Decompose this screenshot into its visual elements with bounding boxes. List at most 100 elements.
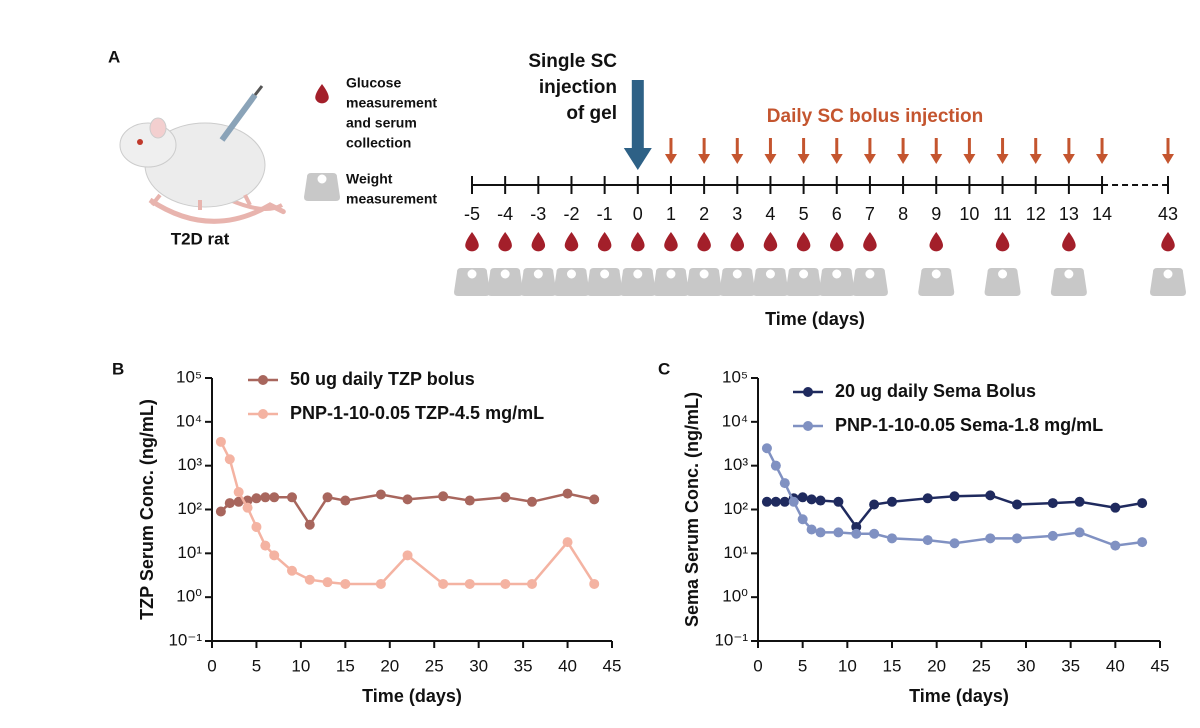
data-point [815,527,826,538]
y-tick-label: 10⁴ [722,411,748,430]
legend-drop-icon [315,84,329,104]
weight-icon [785,268,822,296]
injection-label: Single SC [528,51,617,72]
glucose-drop [664,232,678,252]
legend-weight-icon [304,173,340,201]
data-point [851,528,862,539]
injection-label: injection [539,77,617,98]
data-point [869,528,880,539]
glucose-drop [564,232,579,252]
data-point [464,578,475,589]
timeline-label: -2 [563,204,579,224]
data-point [1074,527,1085,538]
y-tick-label: 10⁵ [176,367,202,386]
data-point [224,454,235,465]
data-point [985,533,996,544]
data-point [833,496,844,507]
legend-weight-icon-dial [316,173,328,185]
bolus-arrow-head [698,154,711,164]
data-point [269,492,280,503]
y-tick-label: 10¹ [723,543,748,562]
timeline-label: 12 [1026,204,1046,224]
data-point [1012,533,1023,544]
weight-icon-dial [632,268,644,280]
data-point [224,498,235,509]
bolus-arrow-head [1162,154,1174,164]
data-point [233,487,244,498]
injection-label: of gel [566,103,617,124]
glucose-drop [863,232,877,252]
data-point [1047,498,1058,509]
bolus-arrow-head [797,154,810,164]
data-point [251,521,262,532]
legend-text: measurement [346,191,437,207]
data-point [402,494,413,505]
x-tick-label: 45 [1151,656,1170,675]
data-point [375,578,386,589]
x-tick-label: 30 [1017,656,1036,675]
timeline-label: -1 [597,204,613,224]
weight-icon-dial [764,268,776,280]
data-point [922,535,933,546]
series-line [219,441,596,586]
data-point [260,492,271,503]
weight-icon [454,268,490,296]
x-tick-label: 35 [1061,656,1080,675]
timeline-label: 14 [1092,204,1112,224]
bolus-arrow-head [731,154,744,164]
y-axis-title: TZP Serum Conc. (ng/mL) [137,399,157,620]
weight-icon-dial [1063,268,1075,280]
gel-arrow-shaft [631,80,644,150]
bolus-arrow-head [930,154,943,164]
weight-icon-dial [532,268,544,280]
glucose-drop [929,232,943,252]
timeline-label: 10 [959,204,979,224]
weight-icon [818,268,855,296]
panel-label: A [108,47,120,66]
weight-icon-dial [731,268,743,280]
y-tick-label: 10³ [177,455,202,474]
data-point [1110,502,1121,513]
data-point [402,550,413,561]
data-point [779,496,790,507]
weight-icon [851,268,888,296]
bolus-arrow-head [1062,154,1075,164]
glucose-drop [995,232,1010,252]
data-point [797,514,808,525]
data-point [562,537,573,548]
data-point [770,460,781,471]
timeline-label: 3 [732,204,742,224]
data-point [770,496,781,507]
x-tick-label: 45 [603,656,622,675]
weight-icon [652,268,689,296]
data-point [464,495,475,506]
timeline-label: 7 [865,204,875,224]
data-point [340,495,351,506]
data-point [833,527,844,538]
legend-marker [258,409,268,419]
x-tick-label: 10 [291,656,310,675]
data-point [922,493,933,504]
bolus-arrow-head [1029,154,1042,164]
timeline-label: 1 [666,204,676,224]
panel-label: C [658,359,670,378]
weight-icon [752,268,789,296]
bolus-arrow-head [897,154,910,164]
x-tick-label: 40 [1106,656,1125,675]
bolus-arrow-head [1096,154,1109,164]
timeline-label: 13 [1059,204,1079,224]
weight-icon-dial [565,268,577,280]
glucose-drop [830,232,844,252]
timeline-label: -3 [530,204,546,224]
weight-icon [918,268,955,296]
legend-text: measurement [346,95,437,111]
y-tick-label: 10⁵ [722,367,748,386]
data-point [500,578,511,589]
legend-text: and serum [346,115,417,131]
legend-marker [803,421,813,431]
data-point [797,492,808,503]
y-axis-title: Sema Serum Conc. (ng/mL) [682,392,702,627]
data-point [527,578,537,589]
glucose-drop [763,232,778,252]
